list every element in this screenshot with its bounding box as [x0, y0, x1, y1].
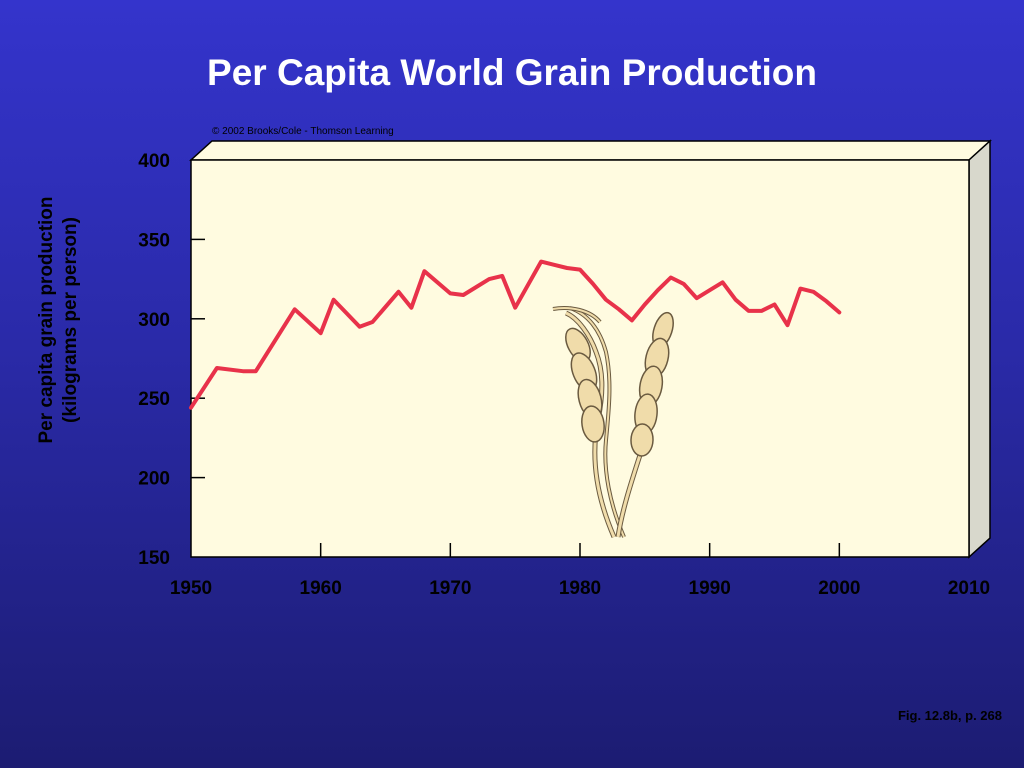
y-tick-label: 150: [138, 548, 170, 569]
data-point: [410, 307, 413, 309]
data-point: [475, 286, 477, 288]
slide-title: Per Capita World Grain Production: [207, 52, 817, 93]
data-point: [449, 292, 451, 294]
x-tick-label: 2000: [818, 578, 860, 599]
plot-box-right-face: [968, 139, 991, 559]
data-point: [397, 291, 400, 293]
data-point: [838, 311, 840, 314]
series-line: [189, 259, 842, 410]
data-point: [786, 324, 789, 326]
y-axis-title-line-1: Per capita grain production: [36, 196, 57, 443]
data-point: [462, 294, 464, 296]
data-point: [799, 288, 802, 290]
data-point: [747, 310, 750, 312]
x-tick-label: 2010: [948, 578, 990, 599]
data-point: [242, 370, 244, 372]
figure-caption: Fig. 12.8b, p. 268: [897, 708, 1002, 723]
wheat-illustration: [552, 306, 674, 538]
data-point: [670, 276, 672, 279]
data-point: [631, 319, 633, 321]
data-point: [605, 299, 607, 301]
data-point: [501, 275, 503, 277]
data-point: [294, 308, 296, 310]
data-point: [592, 283, 594, 285]
y-tick-label: 400: [138, 151, 170, 172]
data-point: [566, 267, 568, 269]
data-point: [657, 289, 659, 291]
data-point: [333, 299, 335, 301]
series-layer: [189, 259, 842, 410]
data-point: [371, 321, 374, 323]
x-tick-label: 1970: [429, 578, 471, 599]
data-point: [255, 370, 257, 372]
y-axis-title: Per capita grain production (kilograms p…: [36, 196, 81, 443]
data-point: [773, 303, 776, 306]
data-point: [709, 289, 711, 291]
y-axis-title-line-2: (kilograms per person): [60, 217, 81, 423]
data-point: [423, 270, 425, 272]
data-point: [358, 326, 361, 328]
axis-layer: 150 200 250 300 350 400 1950 1960 1970 1980 1990 20…: [138, 151, 990, 599]
x-tick-label: 1980: [559, 578, 601, 599]
data-point: [696, 297, 698, 299]
data-point: [553, 264, 555, 266]
y-tick-label: 300: [138, 310, 170, 331]
data-point: [735, 299, 737, 301]
data-point: [514, 307, 516, 309]
data-point: [812, 291, 815, 293]
data-point: [579, 268, 581, 271]
x-tick-label: 1950: [170, 578, 212, 599]
x-tick-label: 1960: [300, 578, 342, 599]
data-point: [540, 261, 542, 263]
data-point: [216, 367, 218, 369]
data-point: [190, 407, 192, 409]
data-point: [722, 281, 724, 283]
copyright-text: © 2002 Brooks/Cole - Thomson Learning: [212, 126, 394, 137]
data-point: [618, 308, 620, 310]
y-tick-label: 250: [138, 389, 170, 410]
plot-box-top-face: [189, 140, 992, 161]
y-tick-label: 200: [138, 469, 170, 490]
x-tick-label: 1990: [689, 578, 731, 599]
y-tick-label: 350: [138, 230, 170, 251]
data-point: [760, 310, 763, 312]
data-point: [320, 332, 322, 334]
data-point: [488, 278, 490, 280]
data-point: [683, 283, 685, 285]
data-point: [825, 300, 827, 302]
data-point: [644, 303, 646, 306]
